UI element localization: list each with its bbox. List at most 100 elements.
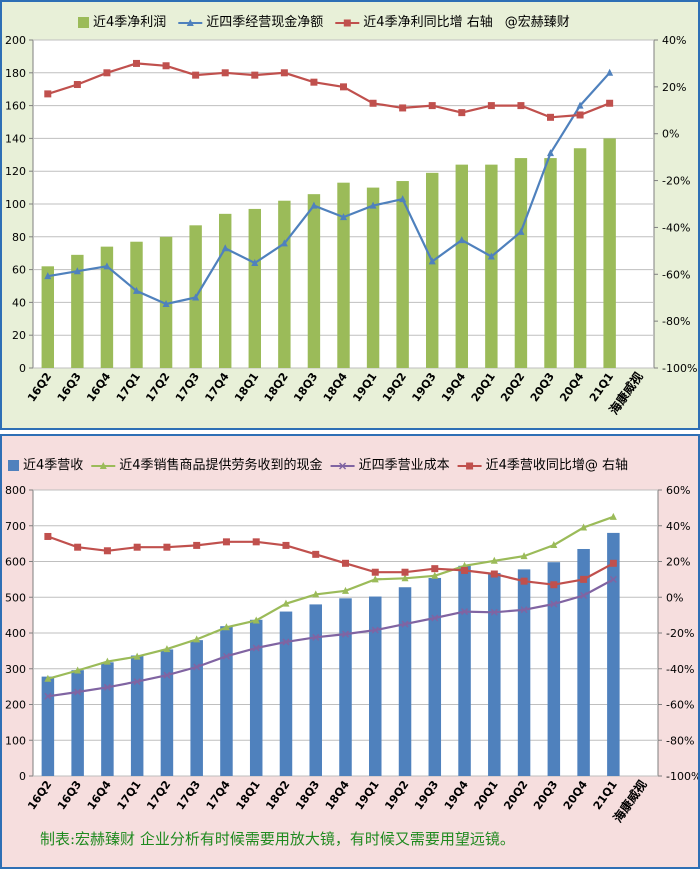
bar-mark bbox=[71, 254, 84, 368]
x-axis-tick-label: 20Q2 bbox=[498, 370, 527, 404]
x-marker bbox=[74, 688, 82, 696]
left-axis-tick-label: 500 bbox=[5, 591, 26, 604]
legend-bar-swatch bbox=[78, 17, 89, 28]
triangle-marker bbox=[133, 652, 141, 660]
triangle-marker bbox=[133, 286, 140, 294]
triangle-marker bbox=[310, 201, 318, 209]
x-marker bbox=[103, 683, 111, 691]
triangle-marker bbox=[103, 657, 111, 665]
bar-mark bbox=[577, 548, 590, 776]
x-axis-tick-label: 19Q2 bbox=[380, 370, 409, 404]
square-marker bbox=[193, 541, 201, 549]
square-marker bbox=[280, 69, 288, 77]
left-axis-tick-label: 100 bbox=[5, 734, 26, 747]
left-axis-tick-label: 200 bbox=[5, 34, 26, 47]
triangle-marker bbox=[44, 272, 52, 280]
x-marker bbox=[312, 633, 320, 641]
triangle-marker bbox=[44, 674, 52, 682]
left-axis-tick-label: 80 bbox=[12, 231, 26, 244]
x-marker bbox=[252, 644, 260, 652]
bar-mark bbox=[307, 194, 321, 368]
right-axis-tick-label: -100% bbox=[666, 770, 698, 783]
square-marker bbox=[517, 102, 525, 110]
square-marker bbox=[133, 543, 141, 551]
right-axis-tick-label: 20% bbox=[662, 81, 686, 94]
left-axis-tick-label: 160 bbox=[5, 100, 26, 113]
square-marker bbox=[44, 90, 52, 98]
x-axis-tick-label: 16Q2 bbox=[25, 778, 54, 812]
triangle-marker bbox=[162, 300, 170, 308]
square-marker bbox=[221, 69, 229, 77]
bar-mark bbox=[396, 181, 409, 368]
square-marker bbox=[74, 543, 82, 551]
x-axis-tick-label: 18Q3 bbox=[291, 370, 320, 404]
bar-mark bbox=[428, 577, 442, 776]
x-marker bbox=[401, 620, 409, 628]
right-axis-tick-label: -60% bbox=[662, 268, 690, 281]
triangle-marker bbox=[371, 575, 379, 583]
x-axis-tick-label: 16Q3 bbox=[55, 370, 84, 404]
x-axis-tick-label: 20Q3 bbox=[528, 370, 557, 404]
left-axis-tick-label: 200 bbox=[5, 699, 26, 712]
x-axis-tick-label: 18Q1 bbox=[232, 370, 261, 404]
square-marker bbox=[401, 568, 409, 576]
bar-mark bbox=[514, 158, 528, 368]
series-line bbox=[47, 515, 614, 680]
triangle-marker bbox=[251, 259, 259, 267]
x-axis-tick-label: 18Q1 bbox=[233, 778, 262, 812]
triangle-marker bbox=[192, 293, 200, 301]
bar-mark bbox=[603, 138, 616, 368]
bar-mark bbox=[130, 241, 143, 368]
triangle-marker bbox=[458, 236, 466, 244]
right-axis-tick-label: 40% bbox=[662, 34, 686, 47]
x-axis-tick-label: 17Q3 bbox=[173, 370, 202, 404]
legend-label: 近4季营收同比增@ 右轴 bbox=[486, 458, 628, 473]
legend-marker bbox=[343, 19, 351, 27]
bar-mark bbox=[517, 569, 531, 776]
left-axis-tick-label: 300 bbox=[5, 663, 26, 676]
bar-mark bbox=[100, 246, 114, 368]
legend-label: @宏赫臻财 bbox=[505, 15, 570, 30]
x-marker bbox=[282, 638, 290, 646]
x-marker bbox=[490, 608, 498, 616]
x-axis-tick-label: 17Q4 bbox=[204, 778, 233, 812]
right-axis-tick-label: -20% bbox=[666, 627, 694, 640]
bar-mark bbox=[455, 164, 468, 368]
bar-mark bbox=[249, 619, 263, 776]
x-axis-tick-label: 18Q2 bbox=[262, 370, 291, 404]
bar-mark bbox=[190, 640, 203, 776]
triangle-marker bbox=[193, 635, 201, 643]
bar-mark bbox=[71, 670, 84, 776]
x-axis-tick-label: 19Q4 bbox=[442, 778, 471, 812]
x-axis-tick-label: 16Q4 bbox=[85, 778, 114, 812]
legend-label: 近4季营收 bbox=[23, 458, 83, 473]
left-axis-tick-label: 140 bbox=[5, 132, 26, 145]
x-axis-tick-label: 17Q2 bbox=[144, 778, 173, 812]
square-marker bbox=[609, 559, 617, 567]
triangle-marker bbox=[221, 244, 229, 252]
x-axis-tick-label: 20Q4 bbox=[561, 778, 590, 812]
bar-mark bbox=[278, 200, 291, 368]
bar-mark bbox=[426, 172, 439, 368]
x-axis-tick-label: 19Q3 bbox=[409, 370, 438, 404]
square-marker bbox=[282, 541, 290, 549]
x-marker bbox=[371, 626, 379, 634]
triangle-marker bbox=[342, 586, 349, 594]
bar-mark bbox=[488, 572, 501, 776]
net-profit-chart-panel: 0 20 40 60 80 100 120 140 160 180 200 -100% -80% -60%… bbox=[0, 0, 700, 430]
triangle-marker bbox=[73, 267, 81, 275]
left-axis-tick-label: 20 bbox=[12, 329, 26, 342]
x-axis-tick-label: 19Q1 bbox=[350, 370, 379, 404]
square-marker bbox=[520, 577, 528, 585]
square-marker bbox=[399, 104, 407, 112]
x-axis-tick-label: 16Q4 bbox=[84, 370, 113, 404]
x-axis-tick-label: 17Q1 bbox=[114, 370, 143, 404]
square-marker bbox=[103, 69, 111, 77]
right-axis-tick-label: 20% bbox=[666, 556, 690, 569]
triangle-marker bbox=[103, 262, 111, 270]
left-axis-tick-label: 600 bbox=[5, 556, 26, 569]
bar-mark bbox=[398, 587, 412, 776]
triangle-marker bbox=[399, 195, 407, 203]
square-marker bbox=[222, 538, 230, 546]
x-axis-tick-label: 20Q4 bbox=[557, 370, 586, 404]
